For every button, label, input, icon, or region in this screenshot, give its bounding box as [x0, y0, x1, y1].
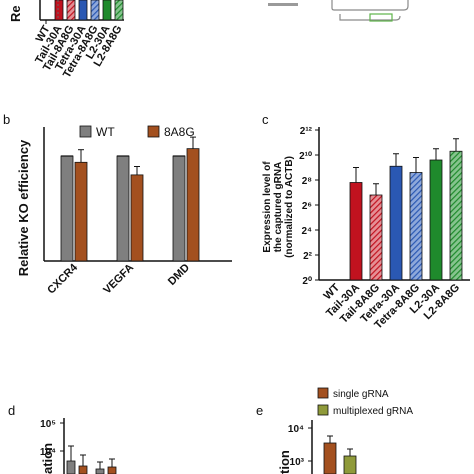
- legend-swatch: [79, 125, 92, 138]
- panel-d: d ation 10⁵ 10⁴: [8, 403, 117, 474]
- bar: [102, 0, 112, 21]
- panel-e-ytick-1e4: 10⁴: [288, 424, 304, 435]
- panel-a-schematic: [268, 0, 409, 22]
- bar: [78, 0, 88, 21]
- panel-e-ytick-1e3: 10³: [290, 457, 305, 468]
- bar: [409, 172, 423, 281]
- category-label: CXCR4: [45, 261, 80, 296]
- panel-b-category-labels: CXCR4 VEGFA DMD: [45, 261, 192, 296]
- bar: [449, 150, 463, 281]
- panel-c-label: c: [262, 112, 269, 127]
- panel-a-tick-labels: WTTail-30ATail-8A8GTetra-30ATetra-8A8GL2…: [33, 23, 124, 80]
- panel-e-ylabel: tion: [277, 450, 292, 474]
- panel-b: b Relative KO efficiency WT 8A8G CXCR4 VEG…: [3, 112, 232, 296]
- legend-label: WT: [96, 125, 115, 139]
- panel-d-label: d: [8, 403, 15, 418]
- panel-a: Re WTTail-30ATail-8A8GTetra-30ATetra-8A8…: [8, 0, 125, 80]
- bar: [369, 194, 383, 281]
- schematic-loop: [331, 0, 409, 11]
- y-tick-label: 2²: [303, 251, 313, 262]
- legend-swatch: [147, 125, 160, 138]
- panel-e-label: e: [256, 403, 263, 418]
- panel-c-y-ticks: 2⁰ 2² 2⁴ 2⁶ 2⁸ 2¹⁰ 2¹²: [299, 126, 319, 287]
- legend-label: 8A8G: [164, 125, 195, 139]
- panel-a-bars: [54, 0, 124, 21]
- bar: [78, 465, 88, 474]
- bar: [172, 155, 186, 262]
- bar: [66, 460, 76, 474]
- y-tick-label: 2⁰: [302, 276, 312, 287]
- bar: [429, 159, 443, 281]
- legend-label-multiplexed: multiplexed gRNA: [333, 406, 413, 417]
- category-label: DMD: [166, 262, 192, 288]
- bar: [66, 0, 76, 21]
- panel-e: e tion 10⁴ 10³ single gRNA multiplexed g…: [256, 387, 413, 474]
- bar: [349, 182, 363, 281]
- bar: [60, 155, 74, 262]
- legend-swatch-single: [317, 387, 329, 399]
- panel-e-bars: [323, 435, 357, 474]
- y-tick-label: 2⁶: [302, 201, 312, 212]
- bar: [114, 0, 124, 21]
- panel-d-ylabel: ation: [40, 443, 55, 474]
- y-tick-label: 2¹²: [300, 126, 313, 137]
- panel-b-label: b: [3, 112, 10, 127]
- panel-c-ylabel-line1: Expression level of: [262, 161, 273, 253]
- bar: [107, 466, 117, 474]
- category-label: VEGFA: [101, 262, 136, 297]
- bar: [74, 161, 88, 262]
- panel-e-legend: single gRNA multiplexed gRNA: [317, 387, 413, 417]
- y-tick-label: 2⁸: [302, 176, 313, 187]
- legend-swatch-multiplexed: [317, 404, 329, 416]
- schematic-gray-line: [268, 3, 298, 6]
- legend-label-single: single gRNA: [333, 389, 389, 400]
- y-tick-label: 2⁴: [301, 226, 312, 237]
- panel-c-bars: [349, 138, 463, 281]
- bar: [186, 148, 200, 262]
- panel-c-category-labels: WTTail-30ATail-8A8GTetra-30ATetra-8A8GL2…: [322, 281, 463, 331]
- panel-c-ylabel-line3: (normalized to ACTB): [284, 156, 295, 258]
- panel-c-ylabel-line2: the captured gRNA: [273, 162, 284, 253]
- bar: [343, 455, 357, 474]
- schematic-green-segment: [369, 13, 393, 22]
- panel-c: c Expression level of the captured gRNA …: [262, 112, 470, 331]
- panel-b-legend: WT 8A8G: [79, 125, 195, 139]
- y-tick-label: 2¹⁰: [299, 151, 312, 162]
- bar: [116, 155, 130, 262]
- bar: [130, 174, 144, 262]
- panel-d-ytick-1e5: 10⁵: [40, 419, 56, 430]
- bar: [90, 0, 100, 21]
- bar: [323, 442, 337, 474]
- bar: [389, 165, 403, 281]
- panel-a-ylabel: Re: [8, 5, 23, 22]
- panel-b-ylabel: Relative KO efficiency: [16, 139, 31, 276]
- schematic-inner-loop: [339, 14, 401, 21]
- panel-d-bars: [66, 445, 117, 474]
- bar: [54, 0, 64, 21]
- bar: [95, 468, 105, 474]
- panel-d-ytick-1e4: 10⁴: [40, 447, 56, 458]
- panel-b-bars: [60, 136, 200, 262]
